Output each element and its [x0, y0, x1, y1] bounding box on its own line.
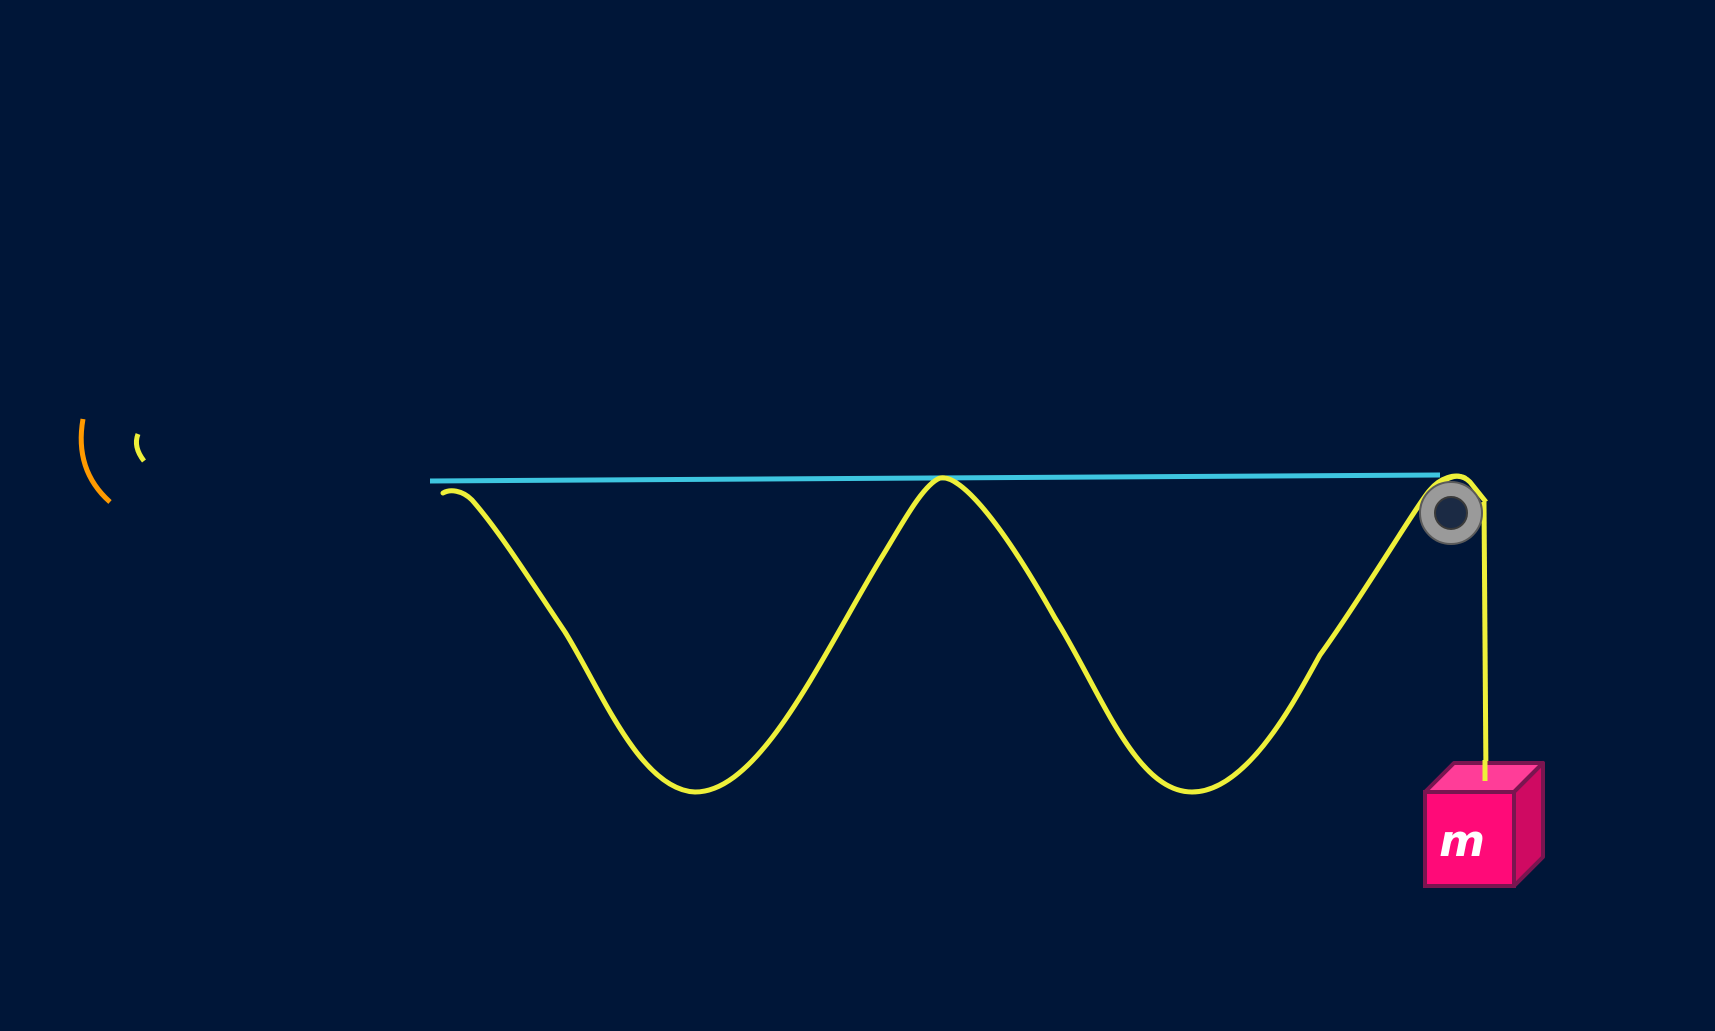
string-standing-wave [440, 473, 1468, 795]
pulley-icon [1419, 481, 1483, 545]
sound-wave-outer-arc [78, 418, 112, 504]
mass-block-icon: m [1423, 761, 1545, 888]
sound-wave-inner-arc [134, 433, 147, 463]
block-front-face [1423, 790, 1516, 888]
sound-wave-icon [78, 418, 147, 504]
hanging-string [1481, 501, 1489, 781]
mass-label: m [1439, 816, 1485, 867]
pulley-hub [1434, 496, 1468, 530]
